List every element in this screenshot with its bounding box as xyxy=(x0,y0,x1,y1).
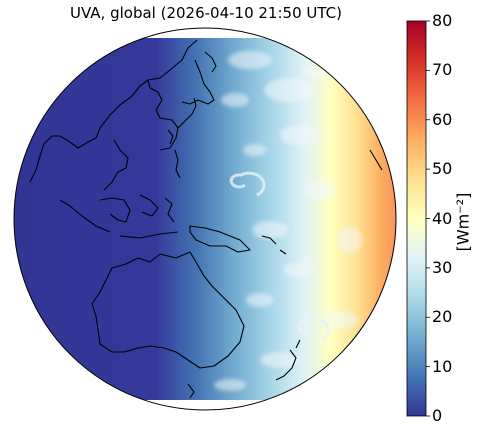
colorbar-tick-label: 10 xyxy=(432,356,453,376)
colorbar-tick-label: 0 xyxy=(432,406,443,425)
colorbar-tick-label: 20 xyxy=(432,307,453,327)
colorbar-label: [Wm⁻²] xyxy=(453,192,473,252)
colorbar-tick-label: 70 xyxy=(432,60,453,80)
colorbar-tick-label: 80 xyxy=(432,11,453,30)
colorbar-tick-label: 30 xyxy=(432,257,453,277)
storm-system-south xyxy=(297,318,331,341)
colorbar-gradient xyxy=(406,20,427,417)
map-title: UVA, global (2026-04-10 21:50 UTC) xyxy=(70,4,342,22)
cloud-texture xyxy=(214,51,362,391)
uva-field xyxy=(14,38,396,400)
storm-system-north xyxy=(229,171,266,197)
colorbar-tick-label: 60 xyxy=(432,109,453,129)
colorbar xyxy=(406,20,430,417)
colorbar-tick-label: 50 xyxy=(432,159,453,179)
colorbar-ticks xyxy=(426,20,430,417)
globe-outline xyxy=(13,27,397,411)
colorbar-tick-label: 40 xyxy=(432,208,453,228)
coastlines xyxy=(29,39,383,399)
